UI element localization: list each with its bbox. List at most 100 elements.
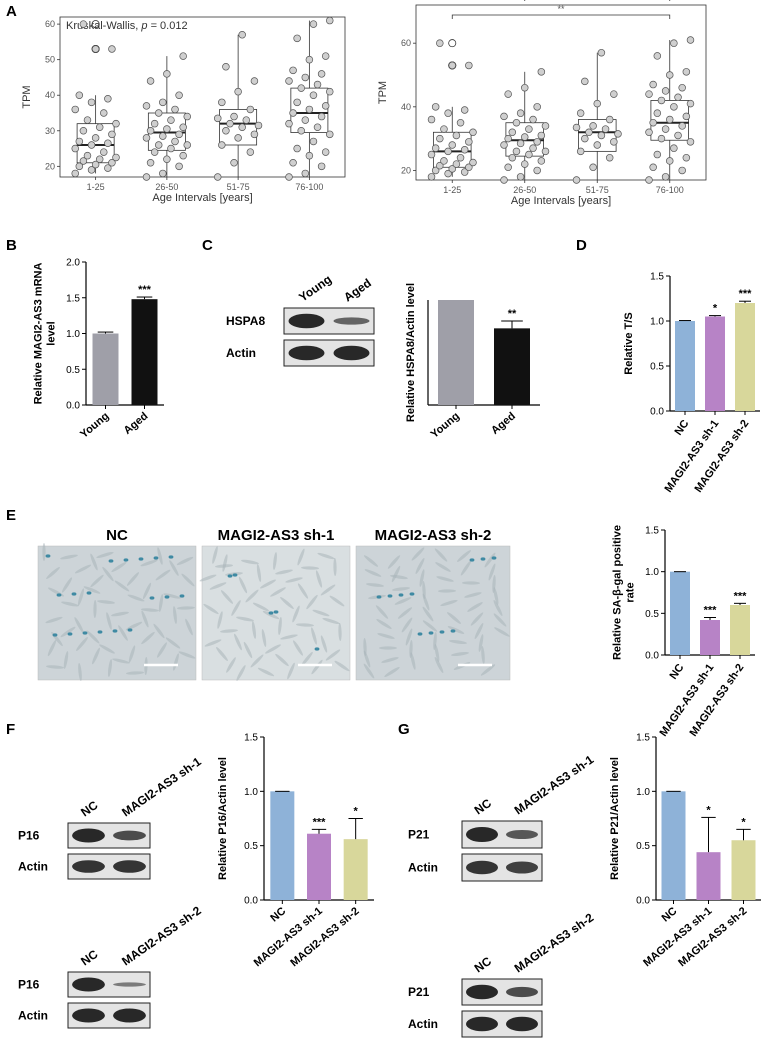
cell-shape <box>238 576 248 594</box>
data-point <box>154 141 163 149</box>
x-tick-label: Aged <box>489 410 518 437</box>
blot-band <box>113 830 146 841</box>
data-point <box>150 119 159 128</box>
data-point <box>246 148 255 156</box>
cell-shape <box>141 610 149 628</box>
x-tick-label: 51-75 <box>586 185 609 195</box>
cell-shape <box>451 651 469 657</box>
data-point <box>605 153 614 162</box>
cell-shape <box>493 600 503 616</box>
cell-shape <box>231 600 241 616</box>
boxplot-a2: 20 40 60 1-25 26-50 51-75 76-100 Age Intervals … <box>377 0 707 207</box>
blot-row-label: HSPA8 <box>226 314 265 328</box>
cell-shape <box>157 547 163 565</box>
data-point <box>163 125 171 133</box>
cell-shape <box>387 555 401 569</box>
data-point <box>541 147 550 156</box>
data-point <box>674 93 682 102</box>
cell-shape <box>311 659 323 675</box>
data-point <box>293 34 301 43</box>
data-point <box>665 115 674 124</box>
data-point <box>75 137 84 146</box>
blot-lane-label: Young <box>296 272 334 304</box>
x-tick-label: Aged <box>122 410 151 437</box>
data-point <box>444 147 452 156</box>
data-point <box>91 134 100 142</box>
stained-cell <box>232 573 238 577</box>
y-axis-label: TPM <box>377 81 389 104</box>
significance-label: * <box>706 804 711 816</box>
data-point <box>79 20 88 28</box>
barchart-d: 0.0 0.5 1.0 1.5 Relative T/S NC * MAGI2-AS3 sh-… <box>623 272 760 495</box>
blot-band <box>113 860 146 873</box>
stained-cell <box>123 558 129 562</box>
data-point <box>520 160 529 168</box>
significance-label: *** <box>313 816 327 828</box>
cell-shape <box>375 605 389 619</box>
data-point <box>301 169 310 178</box>
cell-shape <box>42 543 46 561</box>
y-tick-label: 1.5 <box>66 293 80 304</box>
data-point <box>213 173 222 181</box>
data-point <box>317 70 326 78</box>
data-point <box>431 166 440 175</box>
data-point <box>678 166 686 175</box>
data-point <box>610 90 618 98</box>
cell-shape <box>60 554 78 560</box>
cell-shape <box>493 613 507 627</box>
data-point <box>91 160 100 169</box>
data-point <box>581 77 589 86</box>
cell-shape <box>363 663 375 679</box>
cell-shape <box>78 663 82 681</box>
data-point <box>146 127 155 135</box>
data-point <box>512 147 521 156</box>
micrograph-image <box>355 545 511 681</box>
cell-shape <box>460 560 472 576</box>
cell-shape <box>220 590 234 604</box>
data-point <box>108 130 116 139</box>
data-point <box>71 144 79 153</box>
data-point <box>285 119 293 128</box>
data-point <box>576 109 585 117</box>
data-point <box>440 157 448 165</box>
y-tick-label: 0.5 <box>636 841 650 852</box>
data-point <box>670 144 678 152</box>
cell-shape <box>278 617 282 635</box>
cell-shape <box>199 574 217 582</box>
data-point <box>436 134 444 143</box>
outlier-point <box>448 39 457 48</box>
cell-shape <box>419 569 425 587</box>
data-point <box>159 132 167 140</box>
data-point <box>285 77 293 85</box>
data-point <box>469 158 477 167</box>
cell-shape <box>90 574 104 588</box>
data-point <box>309 137 318 146</box>
data-point <box>500 141 508 149</box>
cell-shape <box>158 594 164 612</box>
data-point <box>108 159 116 167</box>
cell-shape <box>312 609 330 617</box>
cell-shape <box>480 664 496 676</box>
data-point <box>661 125 670 133</box>
stained-cell <box>67 632 73 636</box>
data-point <box>682 112 691 121</box>
cell-shape <box>320 584 336 596</box>
data-point <box>179 52 187 60</box>
data-point <box>234 87 242 96</box>
y-tick-label: 0.0 <box>244 896 258 907</box>
stained-cell <box>387 594 393 598</box>
cell-shape <box>363 638 367 656</box>
data-point <box>657 134 666 143</box>
blot-band <box>506 829 538 840</box>
blot-band <box>72 977 105 992</box>
cell-shape <box>292 605 300 623</box>
data-point <box>682 153 691 162</box>
cell-shape <box>467 602 483 612</box>
data-point <box>112 119 120 128</box>
y-axis-label: TPM <box>21 85 33 108</box>
data-point <box>444 109 452 117</box>
data-point <box>661 87 670 95</box>
y-tick-label: 0.0 <box>650 407 664 418</box>
cell-shape <box>494 627 510 637</box>
data-point <box>436 39 444 47</box>
